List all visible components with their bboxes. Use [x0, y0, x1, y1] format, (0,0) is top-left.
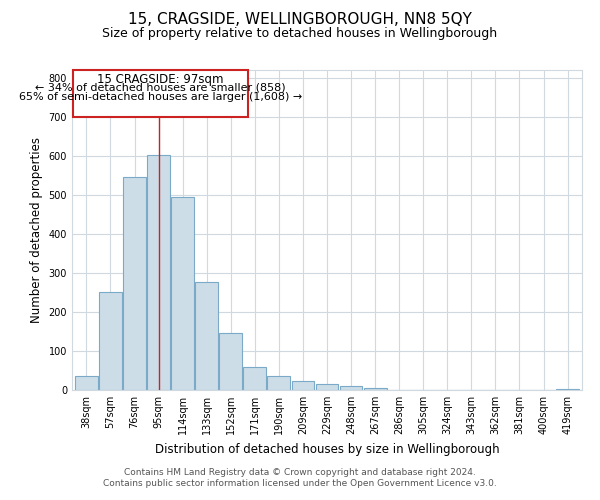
Text: 15 CRAGSIDE: 97sqm: 15 CRAGSIDE: 97sqm	[97, 72, 224, 86]
Bar	[99, 292, 122, 390]
Bar	[268, 376, 290, 390]
X-axis label: Distribution of detached houses by size in Wellingborough: Distribution of detached houses by size …	[155, 442, 499, 456]
Text: Size of property relative to detached houses in Wellingborough: Size of property relative to detached ho…	[103, 28, 497, 40]
Bar	[364, 388, 386, 390]
Text: Contains HM Land Registry data © Crown copyright and database right 2024.
Contai: Contains HM Land Registry data © Crown c…	[103, 468, 497, 487]
Bar	[171, 197, 194, 390]
Bar	[316, 384, 338, 390]
Bar	[123, 176, 146, 390]
Bar	[556, 389, 579, 390]
Bar	[147, 156, 170, 390]
Y-axis label: Number of detached properties: Number of detached properties	[30, 137, 43, 323]
Bar	[195, 282, 218, 390]
Text: 15, CRAGSIDE, WELLINGBOROUGH, NN8 5QY: 15, CRAGSIDE, WELLINGBOROUGH, NN8 5QY	[128, 12, 472, 28]
Bar	[292, 382, 314, 390]
Bar	[220, 334, 242, 390]
Bar	[340, 386, 362, 390]
Bar	[244, 366, 266, 390]
FancyBboxPatch shape	[73, 70, 248, 117]
Bar	[75, 376, 98, 390]
Text: ← 34% of detached houses are smaller (858): ← 34% of detached houses are smaller (85…	[35, 82, 286, 92]
Text: 65% of semi-detached houses are larger (1,608) →: 65% of semi-detached houses are larger (…	[19, 92, 302, 102]
